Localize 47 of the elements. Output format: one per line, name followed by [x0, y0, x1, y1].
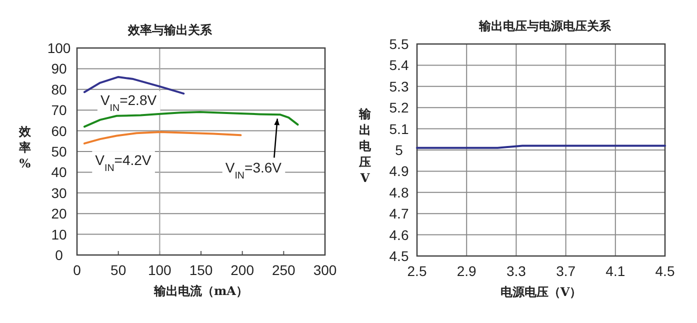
x-tick-label: 150 — [189, 262, 213, 278]
x-tick-label: 300 — [313, 262, 337, 278]
line-series — [83, 131, 242, 144]
chart-title: 效率与输出关系 — [127, 23, 213, 37]
y-tick-label: 5.1 — [389, 120, 409, 137]
y-tick-label: 4.8 — [389, 184, 409, 200]
y-tick-label: 5.3 — [389, 78, 409, 94]
x-tick-label: 0 — [73, 262, 82, 278]
y-tick-label: 40 — [51, 164, 67, 180]
y-tick-label: 5.5 — [389, 36, 409, 52]
y-tick-label: 4.9 — [389, 163, 409, 180]
y-tick-label: 10 — [51, 226, 67, 242]
x-tick-label: 3.3 — [506, 263, 526, 279]
y-tick-label: 50 — [51, 144, 67, 160]
chart-title: 输出电压与电源电压关系 — [478, 19, 612, 33]
y-tick-label: 90 — [51, 60, 67, 77]
y-tick-label: 5 — [395, 142, 404, 158]
y-tick-label: 100 — [47, 40, 71, 56]
y-tick-label: 80 — [51, 81, 67, 98]
y-tick-label: 70 — [51, 102, 67, 118]
x-tick-label: 3.7 — [556, 263, 576, 279]
x-axis-title: 输出电流（mA） — [152, 284, 248, 298]
x-tick-label: 100 — [148, 262, 172, 278]
y-tick-label: 4.5 — [389, 248, 409, 264]
y-tick-label: 60 — [51, 122, 67, 139]
x-tick-label: 250 — [272, 262, 296, 278]
y-tick-label: 4.6 — [389, 226, 409, 243]
series-label: V$_{IN}$=4.2V — [95, 152, 152, 174]
x-tick-label: 50 — [110, 262, 126, 278]
x-tick-label: 4.5 — [655, 263, 675, 279]
y-tick-label: 30 — [51, 184, 67, 201]
x-tick-label: 2.5 — [407, 263, 427, 279]
x-axis-title: 电源电压（V） — [500, 285, 582, 299]
line-series — [83, 110, 299, 128]
x-tick-label: 4.1 — [606, 263, 626, 279]
y-tick-label: 0 — [55, 247, 64, 263]
series-label: V$_{IN}$=2.8V — [100, 92, 158, 114]
y-tick-label: 5.4 — [389, 57, 409, 74]
y-axis-title: 效率% — [18, 124, 32, 170]
y-axis-title: 输出电压V — [358, 107, 372, 185]
y-tick-label: 4.7 — [389, 206, 409, 222]
text: V$_{IN}$=3.6V — [225, 160, 282, 182]
x-tick-label: 2.9 — [456, 263, 477, 279]
y-tick-label: 20 — [51, 206, 67, 222]
x-tick-label: 200 — [230, 262, 254, 278]
line-series — [83, 76, 185, 95]
y-tick-label: 5.2 — [389, 100, 409, 116]
